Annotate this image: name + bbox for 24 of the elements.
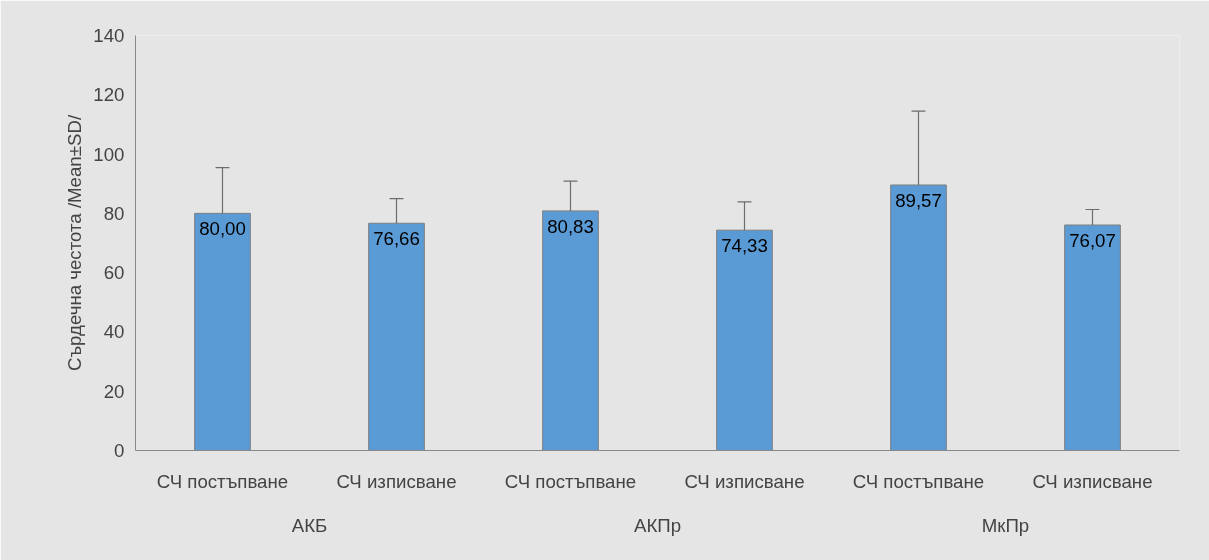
y-tick-label: 60 bbox=[103, 262, 125, 284]
x-tick-label: СЧ постъпване bbox=[852, 470, 985, 492]
x-tick-label: СЧ постъпване bbox=[504, 470, 637, 492]
data-label: 80,83 bbox=[547, 215, 594, 237]
data-label: 76,07 bbox=[1069, 229, 1116, 251]
data-label: 80,00 bbox=[199, 218, 246, 240]
x-tick-label: СЧ постъпване bbox=[156, 470, 289, 492]
y-tick-label: 40 bbox=[103, 321, 125, 343]
y-tick-label: 100 bbox=[93, 143, 125, 165]
y-axis-title: Сърдечна честота /Mean±SD/ bbox=[64, 114, 86, 372]
y-tick-label: 140 bbox=[93, 25, 125, 46]
y-tick-label: 20 bbox=[103, 380, 125, 402]
text: АКБ bbox=[291, 514, 328, 536]
data-label: 89,57 bbox=[895, 189, 942, 211]
x-tick-label: СЧ изписване bbox=[336, 470, 457, 492]
x-tick-label: СЧ изписване bbox=[1032, 470, 1153, 492]
data-label: 74,33 bbox=[721, 235, 768, 257]
data-label: 76,66 bbox=[373, 228, 420, 250]
text: АКПр bbox=[633, 514, 682, 536]
y-tick-label: 0 bbox=[114, 440, 125, 461]
x-tick-label: СЧ изписване bbox=[684, 470, 805, 492]
y-tick-label: 80 bbox=[103, 202, 125, 224]
y-tick-label: 120 bbox=[93, 84, 125, 106]
text: МкПр bbox=[981, 514, 1030, 536]
